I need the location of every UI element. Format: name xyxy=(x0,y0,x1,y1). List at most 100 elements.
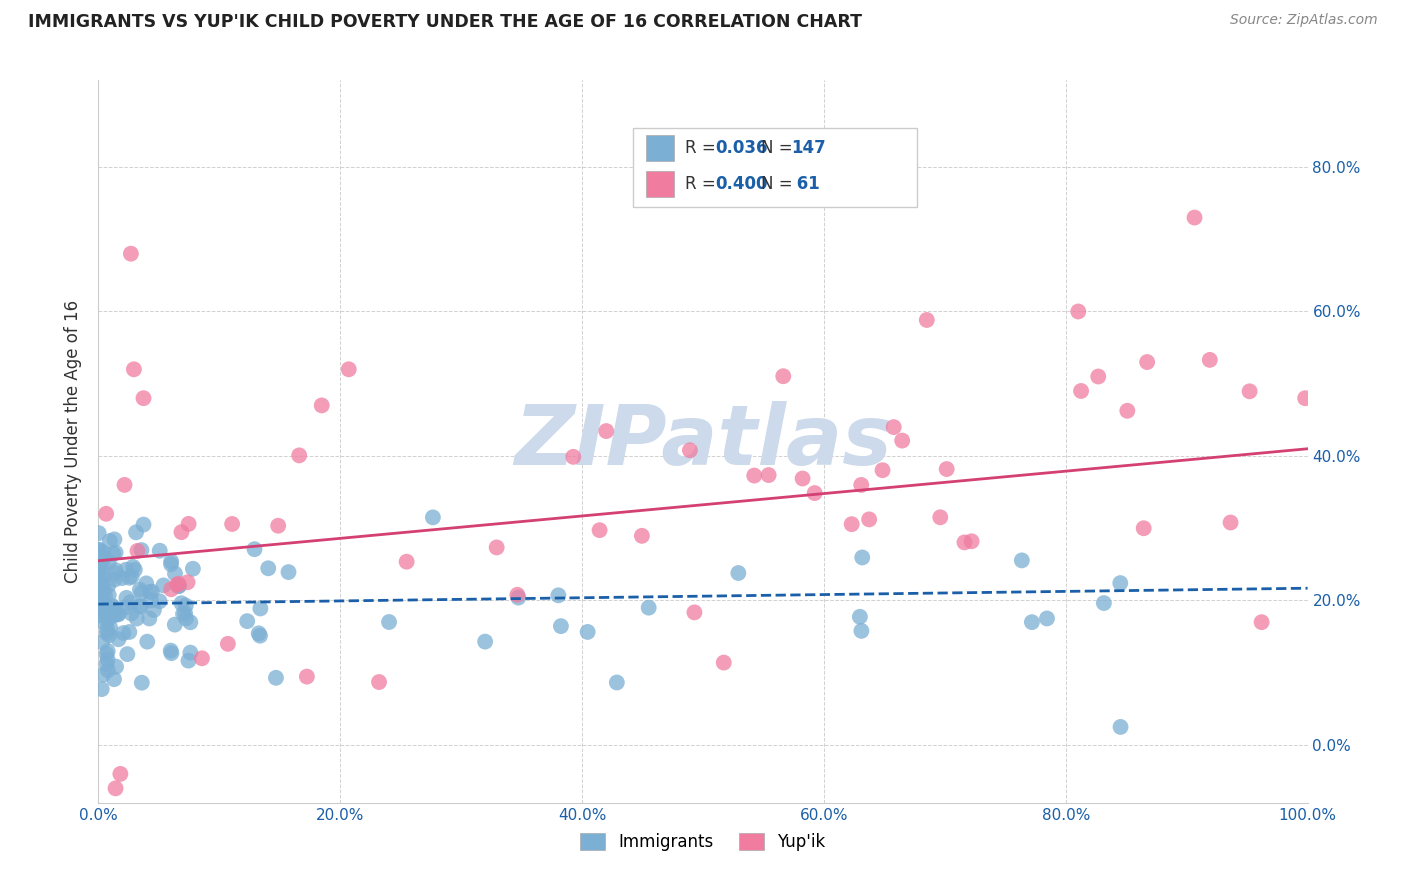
Point xyxy=(1109,576,1132,591)
Point xyxy=(120,607,142,621)
Point xyxy=(132,391,155,405)
Point xyxy=(167,576,190,591)
Point xyxy=(243,542,266,557)
Text: R =: R = xyxy=(685,175,721,193)
Point xyxy=(131,543,153,558)
Point xyxy=(1087,369,1109,384)
Point xyxy=(89,608,111,623)
Point xyxy=(89,561,111,575)
Point xyxy=(713,656,735,670)
Point xyxy=(131,675,153,690)
Point xyxy=(167,579,190,593)
Point xyxy=(264,671,287,685)
Point xyxy=(883,420,905,434)
Point xyxy=(87,586,110,600)
Text: ZIPatlas: ZIPatlas xyxy=(515,401,891,482)
Point xyxy=(114,478,136,492)
Point xyxy=(277,565,299,579)
Point xyxy=(858,512,880,526)
Point xyxy=(104,546,127,560)
Point xyxy=(87,543,110,558)
Point xyxy=(103,547,125,561)
Point xyxy=(1116,403,1139,417)
Y-axis label: Child Poverty Under the Age of 16: Child Poverty Under the Age of 16 xyxy=(65,300,83,583)
Point xyxy=(90,682,112,697)
Point xyxy=(1132,521,1154,535)
Point xyxy=(103,573,125,587)
Point xyxy=(89,577,111,591)
Point xyxy=(98,533,121,548)
Point xyxy=(742,468,765,483)
Point xyxy=(93,569,115,583)
Point xyxy=(288,449,311,463)
Point xyxy=(1036,611,1059,625)
Point xyxy=(132,517,155,532)
Point xyxy=(105,659,128,673)
Point xyxy=(758,468,780,483)
Point xyxy=(1011,553,1033,567)
Point xyxy=(93,601,115,615)
Point xyxy=(163,617,186,632)
Point xyxy=(89,614,111,628)
Point xyxy=(217,637,239,651)
Point xyxy=(727,566,749,580)
Point xyxy=(136,634,159,648)
Point xyxy=(103,672,125,686)
Point xyxy=(160,582,183,597)
Point xyxy=(1184,211,1206,225)
Point xyxy=(576,624,599,639)
Point xyxy=(104,607,127,622)
Point xyxy=(97,601,120,615)
Point xyxy=(122,560,145,574)
Point xyxy=(160,554,183,568)
Point xyxy=(98,628,121,642)
Point xyxy=(166,577,188,591)
Point xyxy=(122,362,145,376)
Text: 61: 61 xyxy=(792,175,820,193)
Point xyxy=(91,581,114,595)
Point xyxy=(107,607,129,622)
Point xyxy=(97,578,120,592)
Point xyxy=(1067,304,1090,318)
Point xyxy=(683,606,706,620)
Point xyxy=(1092,596,1115,610)
Point xyxy=(93,582,115,597)
Point xyxy=(104,566,127,581)
Point xyxy=(508,591,530,605)
Point xyxy=(89,566,111,581)
Point xyxy=(115,600,138,615)
Point xyxy=(87,526,110,541)
Point xyxy=(803,486,825,500)
Point xyxy=(637,600,659,615)
Point xyxy=(378,615,401,629)
Point xyxy=(107,607,129,621)
Point xyxy=(295,670,318,684)
Text: Source: ZipAtlas.com: Source: ZipAtlas.com xyxy=(1230,13,1378,28)
Point xyxy=(125,525,148,540)
Point xyxy=(124,563,146,577)
Point xyxy=(1070,384,1092,398)
Point xyxy=(97,588,120,602)
Point xyxy=(104,563,127,577)
Point xyxy=(98,621,121,635)
Point xyxy=(125,611,148,625)
Point xyxy=(97,555,120,569)
Point xyxy=(181,562,204,576)
Point xyxy=(170,525,193,540)
Point xyxy=(163,566,186,581)
Text: 0.400: 0.400 xyxy=(716,175,768,193)
Point xyxy=(485,541,508,555)
Point xyxy=(142,603,165,617)
Point xyxy=(422,510,444,524)
Point xyxy=(91,635,114,649)
Point xyxy=(90,594,112,608)
Point xyxy=(606,675,628,690)
Point xyxy=(87,595,110,609)
Point xyxy=(93,599,115,613)
Point xyxy=(249,629,271,643)
Point xyxy=(249,601,271,615)
Point xyxy=(97,663,120,677)
Text: IMMIGRANTS VS YUP'IK CHILD POVERTY UNDER THE AGE OF 16 CORRELATION CHART: IMMIGRANTS VS YUP'IK CHILD POVERTY UNDER… xyxy=(28,13,862,31)
Point xyxy=(160,646,183,660)
Point xyxy=(935,462,957,476)
